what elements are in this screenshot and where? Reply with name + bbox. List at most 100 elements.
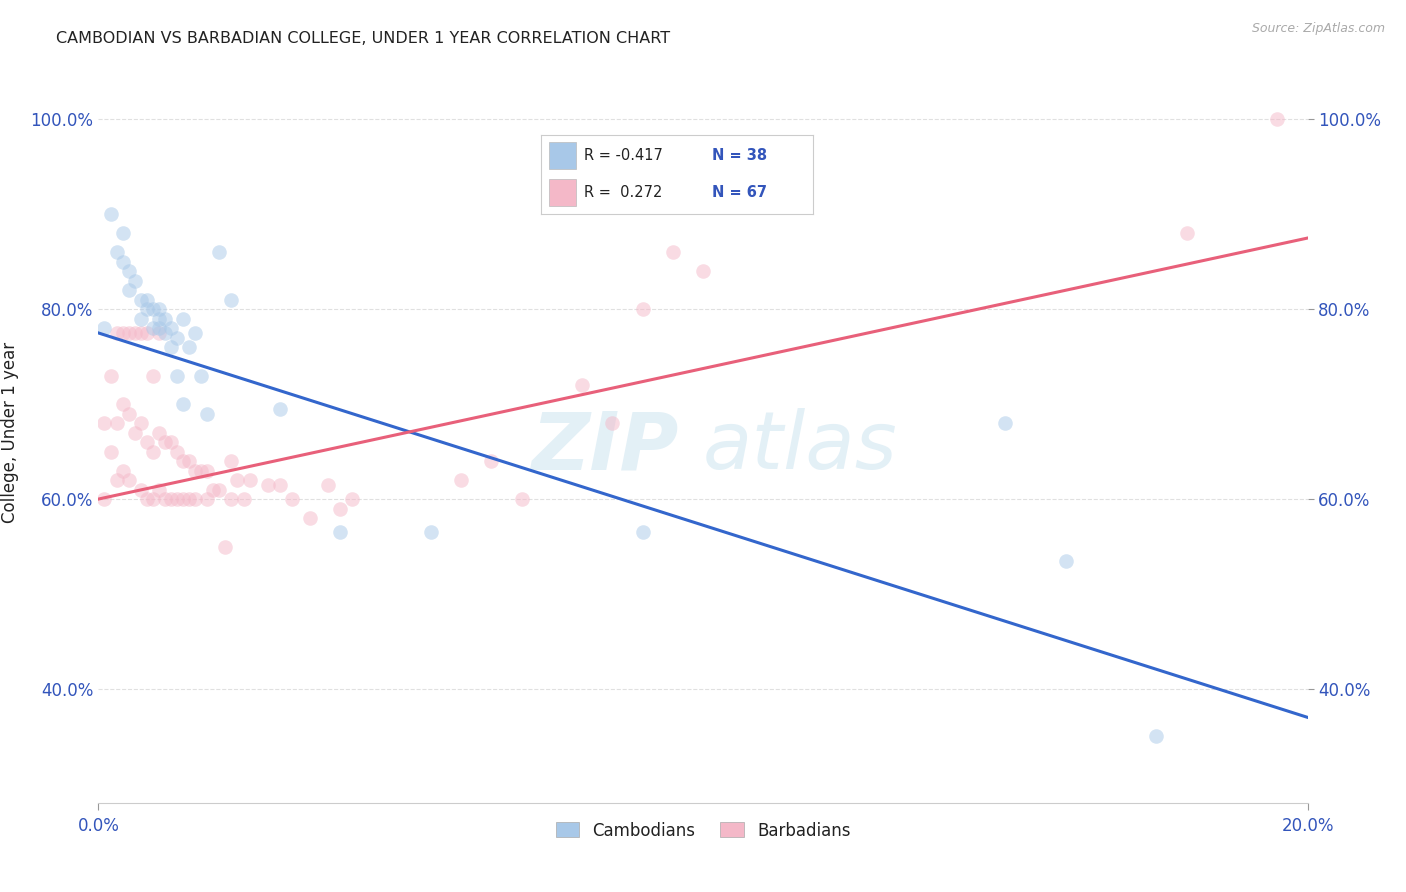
Point [631,302,654,317]
Point [166,444,188,458]
Point [1054,554,1077,568]
Bar [548,142,576,169]
Point [93,416,115,430]
Point [111,464,134,478]
Point [135,302,157,317]
Point [111,326,134,340]
Point [269,478,291,492]
Point [124,274,146,288]
Point [160,491,183,506]
Point [124,425,146,440]
Point [93,491,115,506]
Point [329,501,352,516]
Point [124,326,146,340]
Point [661,245,683,260]
Point [129,483,152,497]
Point [269,401,291,416]
Point [118,283,141,297]
Point [105,326,128,340]
Point [153,326,176,340]
Point [118,407,141,421]
Point [281,491,304,506]
Point [329,525,352,540]
Point [118,264,141,278]
Point [256,478,278,492]
Point [184,464,207,478]
Text: N = 67: N = 67 [713,185,768,200]
Point [172,491,194,506]
Point [142,321,165,335]
Point [190,464,212,478]
Point [214,540,236,554]
Bar [548,178,576,206]
Point [166,491,188,506]
Text: N = 38: N = 38 [713,148,768,163]
Point [571,378,593,392]
Point [510,491,533,506]
Point [142,491,165,506]
Point [148,483,170,497]
Point [160,435,183,450]
Y-axis label: College, Under 1 year: College, Under 1 year [1,342,20,524]
Point [1267,112,1289,127]
Point [148,321,170,335]
Point [481,454,503,468]
Point [105,416,128,430]
Point [153,491,176,506]
Point [166,368,188,383]
Text: ZIP: ZIP [531,409,679,486]
Point [153,435,176,450]
Point [420,525,443,540]
Point [184,491,207,506]
Point [172,397,194,411]
Point [100,368,122,383]
Point [129,311,152,326]
Point [239,473,262,487]
Point [190,368,212,383]
Point [142,302,165,317]
Point [166,331,188,345]
Point [135,435,157,450]
Point [208,483,231,497]
Point [221,454,243,468]
Point [100,444,122,458]
Point [299,511,322,525]
Point [342,491,364,506]
Point [316,478,339,492]
Point [135,326,157,340]
Point [994,416,1017,430]
Point [450,473,472,487]
Point [179,491,201,506]
Point [135,491,157,506]
Point [1144,730,1167,744]
Point [221,293,243,307]
Point [226,473,249,487]
Point [148,302,170,317]
Point [631,525,654,540]
Point [195,491,218,506]
Point [160,340,183,354]
Point [148,425,170,440]
Point [129,293,152,307]
Point [602,416,624,430]
Point [148,311,170,326]
Point [172,454,194,468]
Point [160,321,183,335]
Point [172,311,194,326]
Point [221,491,243,506]
Point [93,321,115,335]
Point [105,245,128,260]
Point [148,326,170,340]
Point [129,416,152,430]
Text: Source: ZipAtlas.com: Source: ZipAtlas.com [1251,22,1385,36]
Point [179,340,201,354]
Text: R = -0.417: R = -0.417 [585,148,664,163]
Point [232,491,254,506]
Point [195,407,218,421]
Point [195,464,218,478]
Point [100,207,122,221]
Point [692,264,714,278]
Point [111,254,134,268]
Point [142,368,165,383]
Legend: Cambodians, Barbadians: Cambodians, Barbadians [548,815,858,847]
